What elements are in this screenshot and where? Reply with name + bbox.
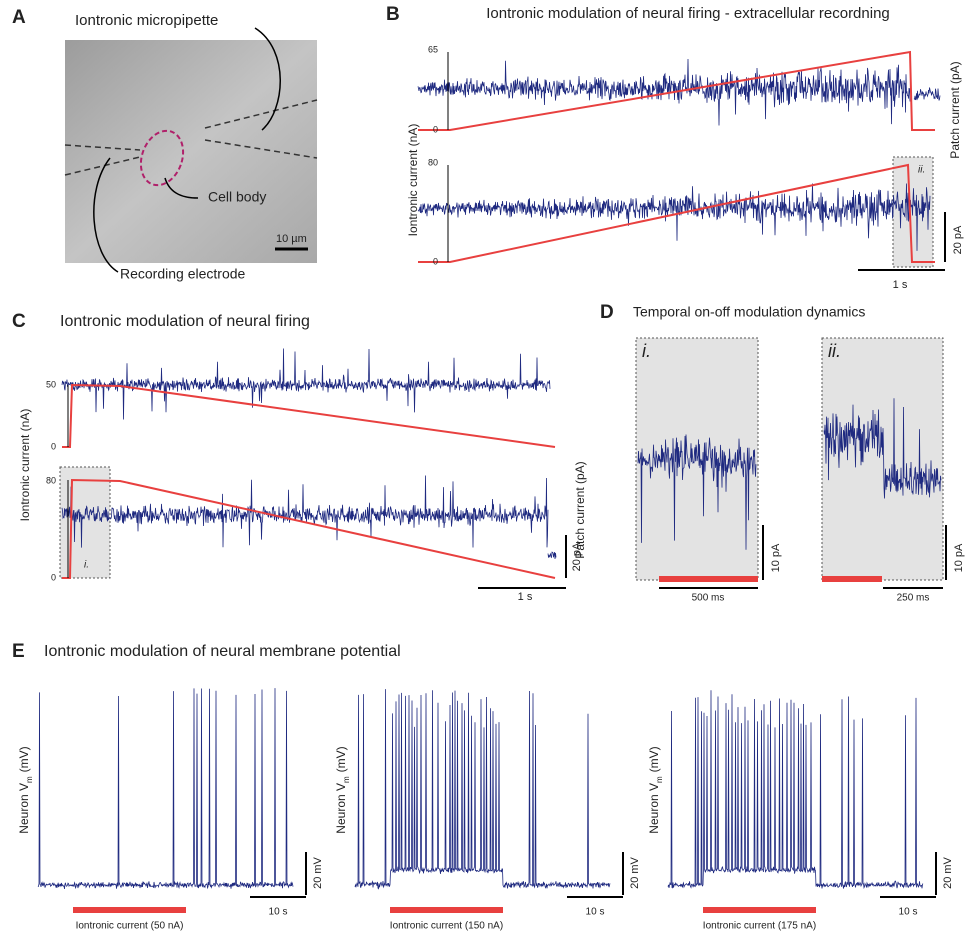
panel-letter: B xyxy=(386,4,400,25)
axis-label: 20 pA xyxy=(571,542,583,571)
label: Iontronic micropipette xyxy=(75,12,218,29)
axis-label-sub: m xyxy=(25,776,34,783)
axis-label: 20 mV xyxy=(942,856,954,888)
axis-label: 20 pA xyxy=(952,225,964,254)
trace xyxy=(61,348,551,420)
axis-label: Neuron Vm (mV) xyxy=(334,746,350,833)
stimulus-ramp xyxy=(62,478,556,579)
tick-label: 0 xyxy=(51,441,56,451)
label: 1 s xyxy=(518,591,533,603)
stimulus-ramp xyxy=(418,50,935,131)
trace xyxy=(417,58,911,126)
scale-bar xyxy=(880,852,937,898)
label: ii. xyxy=(918,165,925,176)
callout xyxy=(164,177,199,199)
label: ii. xyxy=(828,341,841,361)
panel-letter: E xyxy=(12,641,25,662)
trace xyxy=(61,475,549,548)
callout xyxy=(254,27,281,131)
trace xyxy=(667,690,924,889)
callout xyxy=(93,157,119,273)
label: 500 ms xyxy=(692,593,725,604)
axis-label: Iontronic current (nA) xyxy=(406,124,420,237)
pipette-outline xyxy=(204,99,318,159)
label: i. xyxy=(84,560,89,571)
scale-bar xyxy=(883,525,947,589)
scale-bar xyxy=(250,852,307,898)
axis-label-unit: (mV) xyxy=(17,746,31,772)
label: Iontronic current (175 nA) xyxy=(703,921,816,932)
tick-label: 65 xyxy=(428,44,438,54)
axis-label-unit: (mV) xyxy=(647,746,661,772)
label: i. xyxy=(642,341,651,361)
trace xyxy=(637,434,757,550)
label: 250 ms xyxy=(897,593,930,604)
tick-label: 0 xyxy=(433,256,438,266)
trace xyxy=(547,551,557,560)
trace xyxy=(417,183,931,251)
scale-bar xyxy=(567,852,624,898)
axis-label-text: Neuron V xyxy=(334,783,348,834)
stimulus-ramp xyxy=(62,383,556,448)
label: 10 s xyxy=(269,907,288,918)
trace xyxy=(913,87,941,101)
label: Iontronic current (50 nA) xyxy=(76,921,184,932)
axis-label: Patch current (pA) xyxy=(573,461,587,558)
panel-letter: C xyxy=(12,311,26,332)
scale-bar xyxy=(858,212,946,271)
trace xyxy=(37,688,294,890)
inset-box xyxy=(821,337,944,581)
label: 10 s xyxy=(899,907,918,918)
label: 1 s xyxy=(893,279,908,291)
tick-label: 50 xyxy=(46,379,56,389)
tick-label: 0 xyxy=(433,124,438,134)
title: Iontronic modulation of neural firing - … xyxy=(486,5,890,22)
electrode-outline xyxy=(64,144,141,176)
title: Temporal on-off modulation dynamics xyxy=(633,304,865,320)
axis-label-text: Neuron V xyxy=(647,783,661,834)
label: 10 s xyxy=(586,907,605,918)
axis-label: Iontronic current (nA) xyxy=(18,409,32,522)
panel-letter: A xyxy=(12,7,26,28)
title: Iontronic modulation of neural membrane … xyxy=(44,643,401,660)
axis-label-sub: m xyxy=(655,776,664,783)
title: Iontronic modulation of neural firing xyxy=(60,313,310,330)
stimulus-ramp xyxy=(418,163,935,263)
panel-letter: D xyxy=(600,302,614,323)
axis-label: 20 mV xyxy=(629,856,641,888)
axis-label: 10 pA xyxy=(953,543,965,572)
cell-outline xyxy=(139,129,185,187)
tick-label: 80 xyxy=(428,157,438,167)
label: Cell body xyxy=(208,189,266,205)
tick-label: 80 xyxy=(46,475,56,485)
axis-label-text: Neuron V xyxy=(17,783,31,834)
scale-bar xyxy=(478,535,567,589)
axis-label: 20 mV xyxy=(312,856,324,888)
axis-label-unit: (mV) xyxy=(334,746,348,772)
axis-label-sub: m xyxy=(342,776,351,783)
axis-label: Patch current (pA) xyxy=(948,61,962,158)
trace xyxy=(354,689,611,890)
axis-label: Neuron Vm (mV) xyxy=(17,746,33,833)
tick-label: 0 xyxy=(51,572,56,582)
label: 10 µm xyxy=(276,233,307,245)
trace xyxy=(823,398,942,499)
scale-bar xyxy=(659,525,764,589)
axis-label: 10 pA xyxy=(770,543,782,572)
label: Iontronic current (150 nA) xyxy=(390,921,503,932)
axis-label: Neuron Vm (mV) xyxy=(647,746,663,833)
label: Recording electrode xyxy=(120,266,246,282)
